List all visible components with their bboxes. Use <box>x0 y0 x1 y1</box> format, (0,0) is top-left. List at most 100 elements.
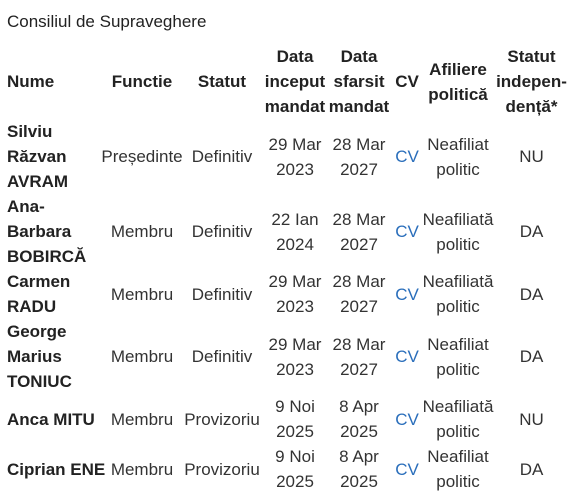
header-statut: Statut <box>197 72 247 91</box>
member-functie: Membru <box>110 347 174 366</box>
text-line: mandat <box>264 97 326 116</box>
text-line: Data <box>276 47 314 66</box>
text-line: 28 Mar <box>332 209 386 229</box>
text-line: 8 Apr <box>339 397 379 416</box>
board-caption: Consiliul de Supraveghere <box>7 12 207 31</box>
mandate-end-date: 28 Mar 2027 <box>327 269 391 319</box>
independent-status: DA <box>519 222 544 241</box>
independent-status: NU <box>519 147 544 166</box>
mandate-start-date: 9 Noi 2025 <box>264 394 326 444</box>
independent-status: DA <box>519 347 544 366</box>
text-line: 9 Noi <box>275 397 315 416</box>
text-line: 28 Mar <box>332 334 386 354</box>
text-line: 2023 <box>276 359 314 379</box>
mandate-end-date: 28 Mar 2027 <box>327 207 391 257</box>
member-functie: Membru <box>110 409 174 429</box>
text-line: politic <box>436 359 480 379</box>
text-line: 29 Mar <box>268 334 322 354</box>
text-line: mandat <box>328 97 390 116</box>
mandate-end-date: 8 Apr 2025 <box>327 394 391 444</box>
text-line: Neafiliată <box>422 272 494 291</box>
text-line: dență* <box>505 97 558 116</box>
cv-link[interactable]: CV <box>395 409 419 429</box>
cv-link[interactable]: CV <box>395 347 419 366</box>
member-statut: Definitiv <box>191 284 253 304</box>
header-statut-independent: Statut indepen-dență* <box>494 44 569 119</box>
header-cv: CV <box>395 72 419 91</box>
mandate-end-date: 8 Apr 2025 <box>327 444 391 494</box>
cv-link[interactable]: CV <box>395 222 419 241</box>
cv-link[interactable]: CV <box>395 147 419 166</box>
text-line: George <box>7 322 67 341</box>
member-name: Carmen RADU <box>7 269 102 319</box>
member-name: Silviu Răzvan AVRAM <box>7 119 102 194</box>
text-line: Neafiliată <box>422 209 494 229</box>
text-line: Marius <box>7 347 62 366</box>
header-data-inceput: Data inceput mandat <box>264 44 326 119</box>
text-line: 2025 <box>340 472 378 491</box>
text-line: Neafiliat <box>427 134 489 154</box>
text-line: 2023 <box>276 159 314 179</box>
text-line: 2027 <box>340 234 378 254</box>
text-line: Barbara <box>7 222 72 241</box>
member-statut: Provizoriu <box>184 459 260 479</box>
independent-status: DA <box>519 459 544 479</box>
text-line: politic <box>436 297 480 316</box>
text-line: TONIUC <box>7 372 72 391</box>
text-line: Neafiliat <box>427 334 489 354</box>
text-line: BOBIRCĂ <box>7 247 87 266</box>
member-functie: Membru <box>110 284 174 304</box>
mandate-end-date: 28 Mar 2027 <box>327 132 391 182</box>
text-line: 2025 <box>340 422 378 441</box>
cv-link[interactable]: CV <box>395 284 419 304</box>
mandate-end-date: 28 Mar 2027 <box>327 332 391 382</box>
member-name: Ciprian ENE <box>7 457 106 482</box>
text-line: Neafiliată <box>422 397 494 416</box>
text-line: 8 Apr <box>339 447 379 466</box>
member-statut: Definitiv <box>191 222 253 241</box>
member-name: George Marius TONIUC <box>7 319 102 394</box>
text-line: Răzvan <box>7 147 67 166</box>
text-line: 28 Mar <box>332 272 386 291</box>
political-affiliation: Neafiliat politic <box>420 444 496 494</box>
mandate-start-date: 29 Mar 2023 <box>264 132 326 182</box>
member-name: Ana- Barbara BOBIRCĂ <box>7 194 102 269</box>
text-line: 9 Noi <box>275 447 315 466</box>
text-line: 29 Mar <box>268 134 322 154</box>
text-line: Neafiliat <box>427 447 489 466</box>
political-affiliation: Neafiliată politic <box>420 269 496 319</box>
text-line: Data <box>340 47 378 66</box>
cv-link[interactable]: CV <box>395 459 419 479</box>
text-line: 2024 <box>276 234 314 254</box>
header-functie: Functie <box>111 72 173 91</box>
text-line: Anca MITU <box>7 409 95 429</box>
mandate-start-date: 22 Ian 2024 <box>264 207 326 257</box>
text-line: Afiliere <box>429 59 487 79</box>
text-line: 2023 <box>276 297 314 316</box>
text-line: RADU <box>7 297 57 316</box>
header-data-sfarsit: Data sfarsit mandat <box>327 44 391 119</box>
text-line: 2027 <box>340 359 378 379</box>
text-line: politic <box>436 234 480 254</box>
member-functie: Președinte <box>101 147 183 166</box>
text-line: 28 Mar <box>332 134 386 154</box>
member-statut: Provizoriu <box>184 409 260 429</box>
text-line: politică <box>428 84 488 104</box>
text-line: 22 Ian <box>271 209 319 229</box>
text-line: inceput <box>264 72 326 91</box>
text-line: 2027 <box>340 159 378 179</box>
text-line: Ciprian ENE <box>7 459 106 479</box>
independent-status: DA <box>519 284 544 304</box>
text-line: Silviu <box>7 122 53 141</box>
independent-status: NU <box>519 409 544 429</box>
text-line: politic <box>436 472 480 491</box>
member-functie: Membru <box>110 222 174 241</box>
mandate-start-date: 29 Mar 2023 <box>264 332 326 382</box>
political-affiliation: Neafiliat politic <box>420 132 496 182</box>
member-name: Anca MITU <box>7 407 102 432</box>
text-line: Statut <box>507 47 556 66</box>
text-line: sfarsit <box>333 72 385 91</box>
text-line: 2025 <box>276 472 314 491</box>
mandate-start-date: 29 Mar 2023 <box>264 269 326 319</box>
header-afiliere: Afiliere politică <box>420 57 496 107</box>
